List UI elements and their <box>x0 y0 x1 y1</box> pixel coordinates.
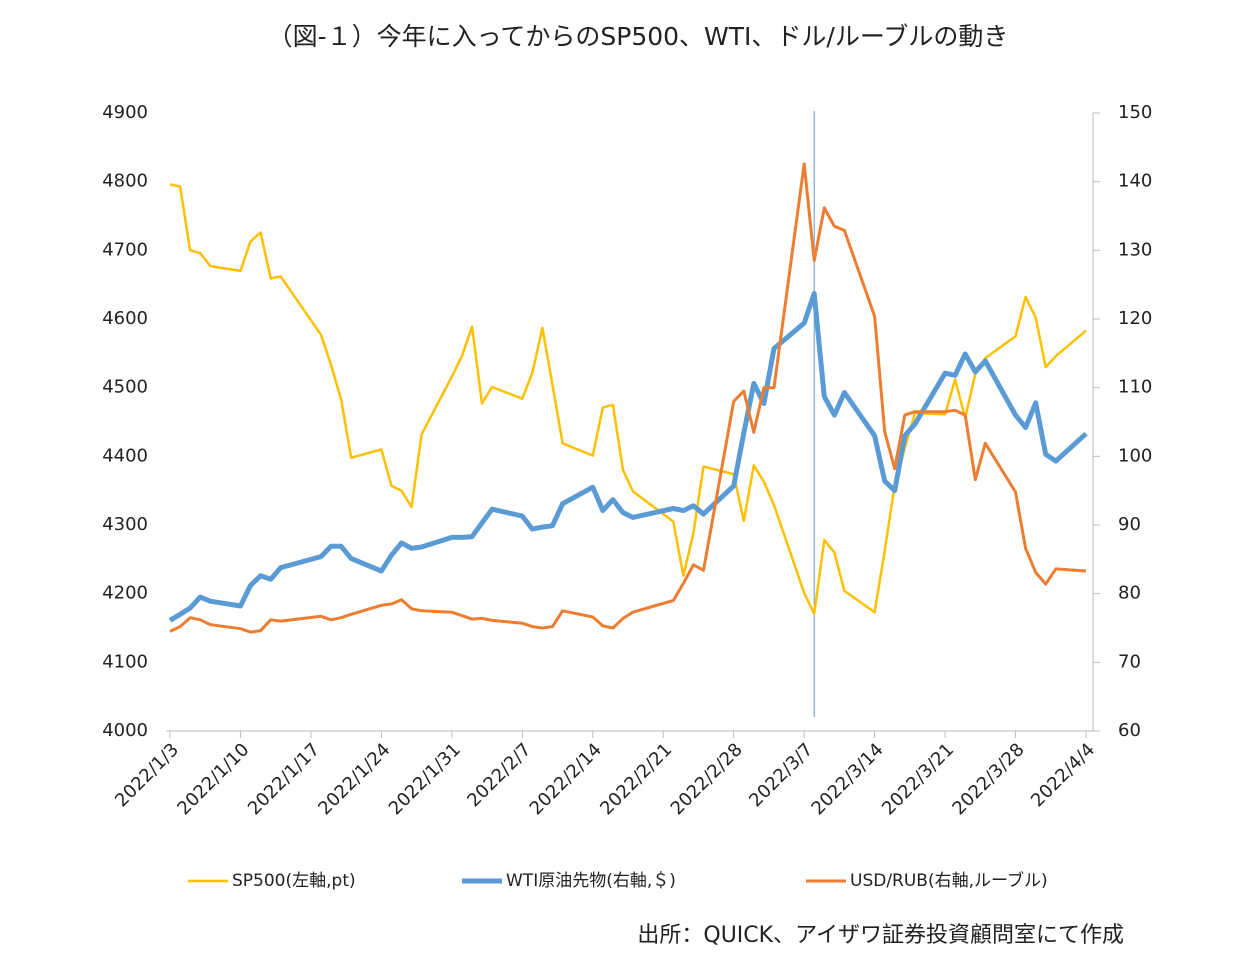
x-tick-label: 2022/2/28 <box>667 739 747 819</box>
x-tick-label: 2022/1/31 <box>385 739 465 819</box>
legend-label: USD/RUB(右軸,ルーブル) <box>850 870 1048 891</box>
x-tick-label: 2022/2/7 <box>463 739 535 811</box>
y-tick-label: 4800 <box>102 171 148 192</box>
x-tick-label: 2022/1/10 <box>173 739 253 819</box>
x-tick-label: 2022/1/17 <box>244 739 324 819</box>
x-tick-label: 2022/1/3 <box>111 739 183 811</box>
legend-label: SP500(左軸,pt) <box>232 871 356 891</box>
x-tick-label: 2022/3/28 <box>948 739 1028 819</box>
x-tick-label: 2022/3/21 <box>878 739 958 819</box>
y2-tick-label: 100 <box>1118 445 1152 466</box>
y2-tick-label: 130 <box>1118 239 1152 260</box>
y2-tick-label: 120 <box>1118 308 1152 329</box>
y-tick-label: 4600 <box>102 308 148 329</box>
y2-tick-label: 150 <box>1118 102 1152 123</box>
y-tick-label: 4900 <box>102 102 148 123</box>
y-tick-label: 4500 <box>102 377 148 398</box>
y2-tick-label: 140 <box>1118 171 1152 192</box>
y-tick-label: 4700 <box>102 239 148 260</box>
y2-tick-label: 110 <box>1118 377 1152 398</box>
x-tick-label: 2022/2/21 <box>596 739 676 819</box>
series-line <box>169 162 1087 634</box>
y-tick-label: 4000 <box>102 720 148 741</box>
y-tick-label: 4100 <box>102 651 148 672</box>
chart-title: （図-１）今年に入ってからのSP500、WTI、ドル/ルーブルの動き <box>268 22 1009 51</box>
y-tick-label: 4400 <box>102 445 148 466</box>
source: 出所：QUICK、アイザワ証券投資顧問室にて作成 <box>637 923 1124 948</box>
x-tick-label: 2022/4/4 <box>1027 739 1099 811</box>
x-tick-label: 2022/2/14 <box>526 739 606 819</box>
y2-tick-label: 70 <box>1118 651 1141 672</box>
y-tick-label: 4300 <box>102 514 148 535</box>
x-tick-label: 2022/3/14 <box>808 739 888 819</box>
y2-tick-label: 60 <box>1118 720 1141 741</box>
legend-label: WTI原油先物(右軸,＄) <box>506 871 676 891</box>
x-tick-label: 2022/1/24 <box>314 739 394 819</box>
y2-tick-label: 80 <box>1118 583 1141 604</box>
y-tick-label: 4200 <box>102 583 148 604</box>
series-line <box>168 291 1088 623</box>
y2-tick-label: 90 <box>1118 514 1141 535</box>
x-tick-label: 2022/3/7 <box>745 739 817 811</box>
series-line <box>169 183 1087 615</box>
